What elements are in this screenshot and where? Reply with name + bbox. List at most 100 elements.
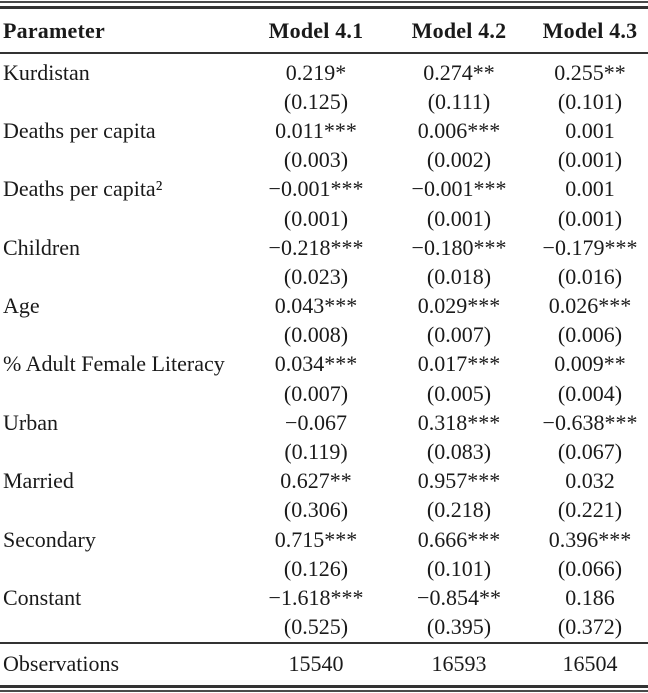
stderr-cell: (0.023) <box>283 263 349 289</box>
coefficient-cell: 0.026*** <box>548 293 632 319</box>
coefficient-cell: 0.017*** <box>417 351 501 377</box>
coefficient-cell: 0.006*** <box>417 117 501 143</box>
coefficient-cell: 0.029*** <box>417 293 501 319</box>
parameter-label-spacer <box>0 554 246 583</box>
parameter-label: Deaths per capita² <box>3 176 163 202</box>
stderr-cell: (0.119) <box>284 439 348 465</box>
bottom-rule-inner <box>0 684 648 688</box>
stderr-cell: (0.306) <box>283 497 349 523</box>
coefficient-cell: 0.627** <box>280 468 352 494</box>
top-rule-inner <box>0 6 648 9</box>
table-header: Parameter Model 4.1 Model 4.2 Model 4.3 <box>0 9 648 54</box>
stderr-cell: (0.001) <box>557 147 623 173</box>
stderr-cell: (0.005) <box>426 380 492 406</box>
parameter-stderr-row: (0.306) (0.218) (0.221) <box>0 496 648 525</box>
parameter-label-spacer <box>0 87 246 116</box>
bottom-rule-outer <box>0 690 648 692</box>
regression-table: Parameter Model 4.1 Model 4.2 Model 4.3 … <box>0 9 648 685</box>
stderr-cell: (0.525) <box>283 614 349 640</box>
stderr-cell: (0.125) <box>283 88 349 114</box>
table-footer: Observations 15540 16593 16504 <box>0 641 648 685</box>
coefficient-cell: −0.218*** <box>268 234 364 260</box>
stderr-cell: (0.006) <box>557 322 623 348</box>
column-header-model-4-2: Model 4.2 <box>386 9 532 54</box>
stderr-cell: (0.372) <box>557 614 623 640</box>
stderr-cell: (0.004) <box>557 380 623 406</box>
coefficient-cell: 0.001 <box>565 117 615 143</box>
parameter-label-spacer <box>0 613 246 643</box>
parameter-coefficient-row: Constant −1.618*** −0.854** 0.186 <box>0 583 648 612</box>
coefficient-cell: 0.001 <box>565 176 615 202</box>
stderr-cell: (0.001) <box>557 205 623 231</box>
stderr-cell: (0.066) <box>557 555 623 581</box>
stderr-cell: (0.101) <box>426 555 492 581</box>
stderr-cell: (0.002) <box>426 147 492 173</box>
coefficient-cell: 0.957*** <box>417 468 501 494</box>
stderr-cell: (0.221) <box>557 497 623 523</box>
parameter-label-spacer <box>0 204 246 233</box>
parameter-label-spacer <box>0 321 246 350</box>
stderr-cell: (0.111) <box>427 88 491 114</box>
column-header-parameter: Parameter <box>0 9 246 54</box>
parameter-stderr-row: (0.003) (0.002) (0.001) <box>0 146 648 175</box>
stderr-cell: (0.083) <box>426 439 492 465</box>
coefficient-cell: 0.666*** <box>417 526 501 552</box>
parameter-coefficient-row: Urban −0.067 0.318*** −0.638*** <box>0 408 648 437</box>
parameter-coefficient-row: Deaths per capita² −0.001*** −0.001*** 0.00… <box>0 175 648 204</box>
coefficient-cell: −0.067 <box>285 409 347 435</box>
stderr-cell: (0.218) <box>426 497 492 523</box>
parameter-stderr-row: (0.125) (0.111) (0.101) <box>0 87 648 116</box>
observations-value-model-4-3: 16504 <box>532 641 648 685</box>
parameter-coefficient-row: Deaths per capita 0.011*** 0.006*** 0.001 <box>0 116 648 145</box>
parameter-label-spacer <box>0 496 246 525</box>
parameter-label: % Adult Female Literacy <box>3 351 225 377</box>
parameter-label: Constant <box>3 584 82 610</box>
coefficient-cell: −0.001*** <box>411 176 507 202</box>
coefficient-cell: 0.219* <box>285 59 347 85</box>
stderr-cell: (0.007) <box>283 380 349 406</box>
coefficient-cell: −0.179*** <box>542 234 638 260</box>
parameter-coefficient-row: Secondary 0.715*** 0.666*** 0.396*** <box>0 525 648 554</box>
parameter-label: Deaths per capita <box>3 117 156 143</box>
coefficient-cell: −0.001*** <box>268 176 364 202</box>
coefficient-cell: 0.318*** <box>417 409 501 435</box>
parameter-label: Children <box>3 234 80 260</box>
observations-value-model-4-1: 15540 <box>246 641 386 685</box>
parameter-label-spacer <box>0 262 246 291</box>
column-header-model-4-3: Model 4.3 <box>532 9 648 54</box>
coefficient-cell: 0.011*** <box>275 117 357 143</box>
coefficient-cell: 0.274** <box>423 59 495 85</box>
stderr-cell: (0.003) <box>283 147 349 173</box>
parameter-coefficient-row: Married 0.627** 0.957*** 0.032 <box>0 467 648 496</box>
coefficient-cell: 0.186 <box>565 584 615 610</box>
parameter-label-spacer <box>0 437 246 466</box>
stderr-cell: (0.016) <box>557 263 623 289</box>
header-row: Parameter Model 4.1 Model 4.2 Model 4.3 <box>0 9 648 54</box>
stderr-cell: (0.001) <box>426 205 492 231</box>
observations-value-model-4-2: 16593 <box>386 641 532 685</box>
parameter-coefficient-row: Age 0.043*** 0.029*** 0.026*** <box>0 292 648 321</box>
coefficient-cell: 0.043*** <box>274 293 358 319</box>
coefficient-cell: 0.009** <box>554 351 626 377</box>
parameter-label: Urban <box>3 409 58 435</box>
coefficient-cell: 0.032 <box>565 468 615 494</box>
parameter-stderr-row: (0.023) (0.018) (0.016) <box>0 262 648 291</box>
parameter-label-spacer <box>0 146 246 175</box>
parameter-coefficient-row: Kurdistan 0.219* 0.274** 0.255** <box>0 53 648 87</box>
coefficient-cell: 0.715*** <box>274 526 358 552</box>
stderr-cell: (0.101) <box>557 88 623 114</box>
parameter-label: Married <box>3 468 74 494</box>
parameter-stderr-row: (0.007) (0.005) (0.004) <box>0 379 648 408</box>
stderr-cell: (0.007) <box>426 322 492 348</box>
parameter-label-spacer <box>0 379 246 408</box>
coefficient-cell: 0.034*** <box>274 351 358 377</box>
stderr-cell: (0.001) <box>283 205 349 231</box>
parameter-stderr-row: (0.525) (0.395) (0.372) <box>0 613 648 643</box>
stderr-cell: (0.067) <box>557 439 623 465</box>
parameter-label: Age <box>3 293 40 319</box>
parameter-stderr-row: (0.008) (0.007) (0.006) <box>0 321 648 350</box>
stderr-cell: (0.008) <box>283 322 349 348</box>
parameter-stderr-row: (0.001) (0.001) (0.001) <box>0 204 648 233</box>
coefficient-cell: −0.638*** <box>542 409 638 435</box>
parameter-coefficient-row: Children −0.218*** −0.180*** −0.179*** <box>0 233 648 262</box>
